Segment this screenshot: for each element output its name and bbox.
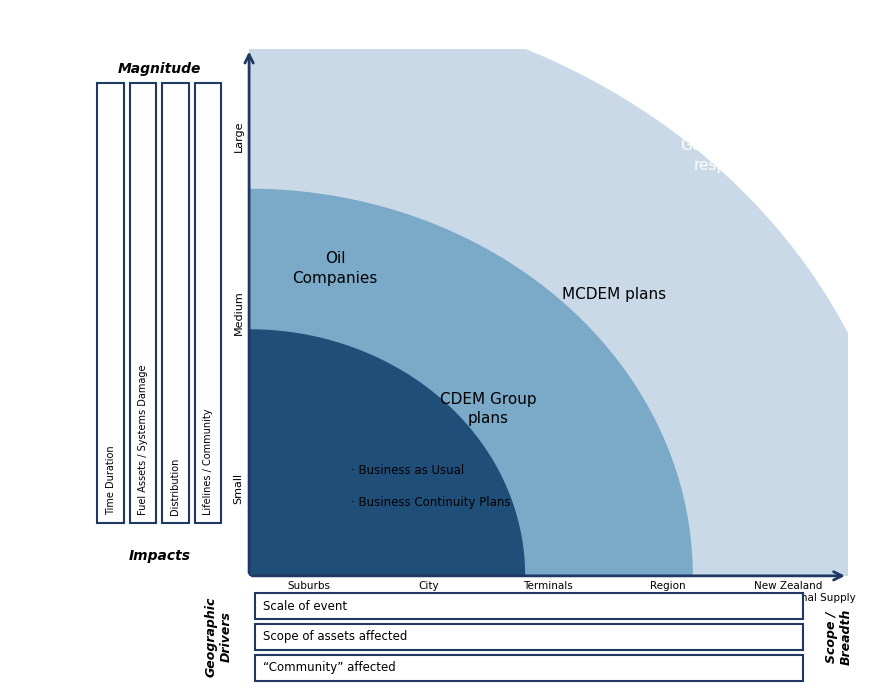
Text: Fuel Assets / Systems Damage: Fuel Assets / Systems Damage [138,365,148,515]
FancyBboxPatch shape [97,83,124,524]
Text: MCDEM plans: MCDEM plans [562,288,666,302]
Text: Lifelines / Community: Lifelines / Community [203,409,213,515]
Text: Scale of event: Scale of event [263,600,347,613]
Text: “Community” affected: “Community” affected [263,661,396,674]
Polygon shape [249,0,874,576]
Text: Impacts: Impacts [128,549,191,563]
Text: Oil
Companies: Oil Companies [293,251,378,286]
FancyBboxPatch shape [254,593,803,619]
Text: · Business as Usual: · Business as Usual [350,464,464,477]
FancyBboxPatch shape [129,83,156,524]
Text: Geographic
Drivers: Geographic Drivers [205,597,232,677]
FancyBboxPatch shape [254,624,803,650]
FancyBboxPatch shape [195,83,221,524]
Text: Magnitude: Magnitude [118,62,201,76]
Text: · Business Continuity Plans: · Business Continuity Plans [350,496,510,509]
Text: All of
Government
response: All of Government response [680,118,776,173]
FancyBboxPatch shape [163,83,189,524]
Text: Scope /
Breadth: Scope / Breadth [825,609,853,665]
Polygon shape [249,330,524,576]
Text: Distribution: Distribution [170,458,181,515]
FancyBboxPatch shape [254,655,803,681]
Text: CDEM Group
plans: CDEM Group plans [440,392,537,426]
Text: Scope of assets affected: Scope of assets affected [263,630,407,644]
Polygon shape [249,189,692,576]
Text: Time Duration: Time Duration [106,445,115,515]
